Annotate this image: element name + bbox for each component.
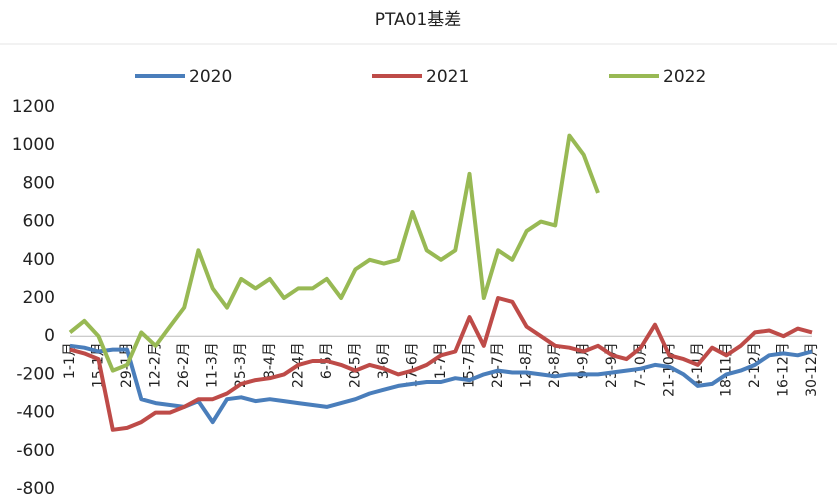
y-tick-label: 600	[23, 212, 55, 232]
legend-label: 2020	[189, 67, 232, 87]
y-tick-label: 200	[23, 288, 55, 308]
chart-title: PTA01基差	[375, 10, 462, 30]
y-tick-label: 1000	[12, 135, 55, 155]
x-tick-label: 17-6月	[404, 342, 420, 388]
y-tick-label: 800	[23, 173, 55, 193]
legend-label: 2022	[663, 67, 706, 87]
x-tick-label: 30-12月	[804, 342, 820, 397]
y-tick-label: -800	[16, 479, 55, 498]
y-tick-label: -600	[16, 441, 55, 461]
x-tick-label: 20-5月	[347, 342, 363, 388]
x-tick-label: 18-11月	[718, 342, 734, 397]
x-tick-label: 12-8月	[519, 342, 535, 388]
x-tick-label: 23-9月	[604, 342, 620, 388]
x-tick-label: 26-2月	[176, 342, 192, 388]
x-tick-label: 29-7月	[490, 342, 506, 388]
x-tick-label: 1-7月	[433, 342, 449, 379]
x-tick-label: 7-10月	[633, 342, 649, 388]
x-tick-label: 11-3月	[205, 342, 221, 388]
x-tick-label: 26-8月	[547, 342, 563, 388]
y-tick-label: 400	[23, 250, 55, 270]
y-tick-label: -400	[16, 403, 55, 423]
series-line	[69, 296, 813, 432]
y-tick-label: 0	[44, 326, 55, 346]
x-tick-label: 3-6月	[376, 342, 392, 379]
x-tick-label: 25-3月	[233, 342, 249, 388]
x-tick-label: 12-2月	[148, 342, 164, 388]
y-tick-label: -200	[16, 364, 55, 384]
legend-label: 2021	[426, 67, 469, 87]
series-line	[68, 133, 600, 373]
y-tick-label: 1200	[12, 97, 55, 117]
x-tick-label: 8-4月	[262, 342, 278, 379]
x-tick-label: 16-12月	[775, 342, 791, 397]
